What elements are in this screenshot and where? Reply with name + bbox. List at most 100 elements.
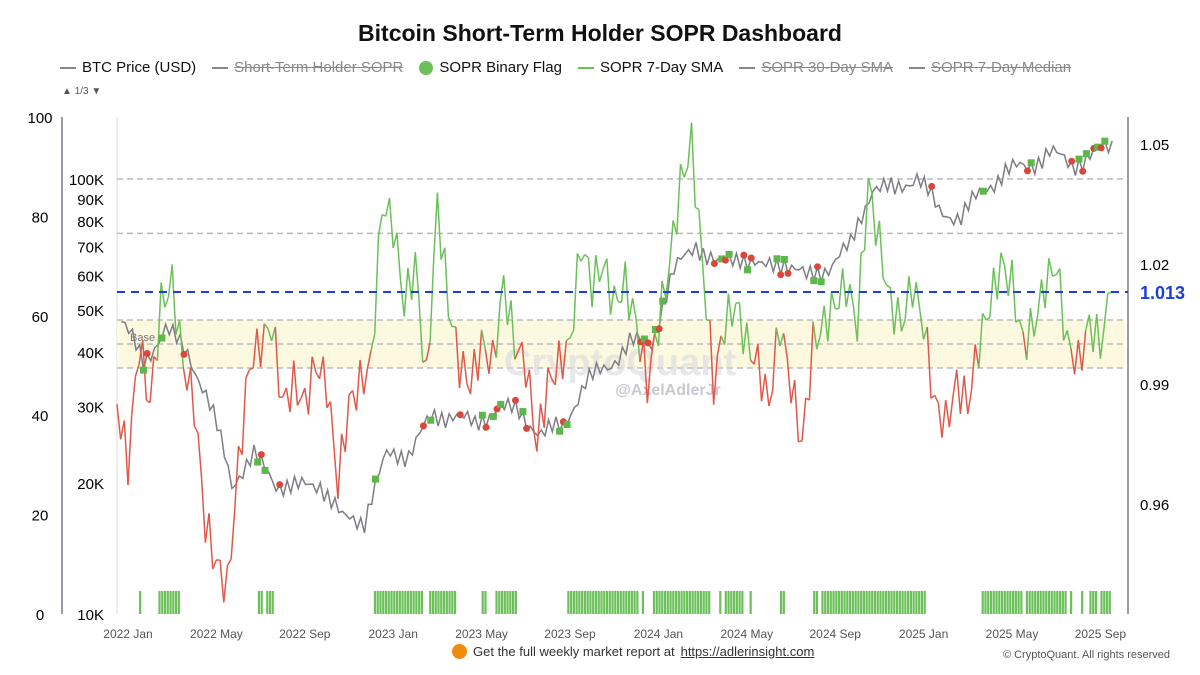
binary-flag-bar xyxy=(481,591,484,614)
binary-flag-bar xyxy=(837,591,841,614)
legend-item[interactable]: Short-Term Holder SOPR xyxy=(212,59,403,76)
binary-flag-bar xyxy=(1025,591,1029,614)
binary-flag-bar xyxy=(506,591,509,614)
sopr-7d-sma-segment xyxy=(1003,265,1010,297)
binary-flag-bar xyxy=(398,591,401,614)
price-axis-tick: 80K xyxy=(77,214,104,231)
binary-flag-bar xyxy=(719,591,722,614)
x-axis-tick: 2025 Jan xyxy=(899,627,948,641)
binary-flag-bar xyxy=(884,591,888,614)
flag-down-marker xyxy=(276,481,284,489)
legend-item[interactable]: SOPR 30-Day SMA xyxy=(739,59,893,76)
sopr-7d-sma-segment xyxy=(1007,259,1013,297)
sopr-7d-sma-segment xyxy=(819,305,825,335)
binary-flag-bar xyxy=(572,591,575,614)
binary-flag-bar xyxy=(669,591,672,614)
binary-flag-bar xyxy=(163,591,167,614)
sopr-7d-sma-segment xyxy=(127,415,133,486)
x-axis-tick: 2022 Jan xyxy=(103,627,152,641)
legend: BTC Price (USD) Short-Term Holder SOPR SOP… xyxy=(60,59,1071,76)
sopr-7d-sma-segment xyxy=(753,343,759,365)
sopr-7d-sma-segment xyxy=(160,282,166,308)
sopr-7d-sma-segment xyxy=(425,342,431,361)
binary-flag-bar xyxy=(1089,591,1092,614)
sopr-7d-sma-segment xyxy=(116,403,122,440)
binary-flag-bar xyxy=(1061,591,1064,614)
x-axis-tick: 2023 Sep xyxy=(544,627,596,641)
sopr-7d-sma-segment xyxy=(554,340,560,385)
sopr-7d-sma-segment xyxy=(1029,307,1035,337)
sopr-7d-sma-segment xyxy=(1018,319,1024,333)
binary-flag-bar xyxy=(1100,591,1103,614)
sopr-7d-sma-segment xyxy=(1103,293,1109,328)
sopr-7d-sma-segment xyxy=(256,328,262,368)
binary-flag-bar xyxy=(705,591,708,614)
binary-flag-bar xyxy=(268,591,272,614)
sopr-7d-sma-segment xyxy=(514,350,520,360)
binary-flag-bar xyxy=(266,591,269,614)
legend-pager[interactable]: ▲ 1/3 ▼ xyxy=(62,86,102,97)
flag-down-marker xyxy=(721,256,729,264)
legend-item[interactable]: SOPR 7-Day SMA xyxy=(577,59,723,76)
binary-flag-bar xyxy=(895,591,899,614)
sopr-7d-sma-segment xyxy=(849,284,855,308)
sopr-7d-sma-segment xyxy=(447,316,453,328)
sopr-7d-sma-segment xyxy=(771,327,778,392)
binary-flag-bar xyxy=(779,591,783,614)
sopr-7d-sma-segment xyxy=(263,323,269,330)
sopr-7d-sma-segment xyxy=(742,322,748,355)
sopr-7d-sma-segment xyxy=(241,378,247,455)
sopr-7d-sma-segment xyxy=(631,298,638,321)
sopr-7d-sma-segment xyxy=(219,560,225,603)
sopr-7d-sma-segment xyxy=(933,394,940,404)
sopr-7d-sma-segment xyxy=(130,376,137,416)
flag-up-marker xyxy=(489,413,497,421)
sopr-7d-sma-segment xyxy=(234,446,240,509)
binary-flag-bar xyxy=(1020,591,1023,614)
sopr-7d-sma-segment xyxy=(801,398,807,441)
legend-label: SOPR 7-Day Median xyxy=(931,59,1072,76)
binary-flag-bar xyxy=(918,591,921,614)
binary-flag-bar xyxy=(857,591,860,614)
legend-item[interactable]: BTC Price (USD) xyxy=(60,59,196,76)
binary-flag-bar xyxy=(429,591,432,614)
legend-line-icon xyxy=(60,66,76,69)
flag-down-marker xyxy=(523,424,531,432)
sopr-7d-sma-segment xyxy=(436,192,442,260)
legend-item[interactable]: SOPR Binary Flag xyxy=(419,59,562,76)
binary-flag-bar xyxy=(832,591,835,614)
price-axis-tick: 50K xyxy=(77,303,104,320)
binary-flag-bar xyxy=(172,591,175,614)
binary-flag-bar xyxy=(1092,591,1095,614)
sopr-7d-sma-segment xyxy=(252,328,258,369)
binary-flag-bar xyxy=(619,591,622,614)
binary-flag-bar xyxy=(1012,591,1015,614)
flag-up-marker xyxy=(519,408,527,416)
sopr-7d-sma-segment xyxy=(119,420,126,440)
sopr-7d-sma-segment xyxy=(293,360,299,406)
sopr-7d-sma-segment xyxy=(300,387,306,399)
binary-flag-bar xyxy=(1006,591,1009,614)
binary-flag-bar xyxy=(871,591,874,614)
x-axis-tick: 2022 May xyxy=(190,627,243,641)
sopr-7d-sma-segment xyxy=(189,367,196,427)
binary-flag-bar xyxy=(1000,591,1004,614)
sopr-7d-sma-segment xyxy=(488,340,494,374)
binary-flag-bar xyxy=(741,591,744,614)
sopr-7d-sma-segment xyxy=(915,281,921,311)
sopr-7d-sma-segment xyxy=(506,300,512,326)
binary-flag-bar xyxy=(1009,591,1012,614)
sopr-7d-sma-segment xyxy=(948,395,954,428)
sopr-7d-sma-segment xyxy=(274,326,280,398)
binary-flag-bar xyxy=(440,591,443,614)
sopr-7d-sma-segment xyxy=(970,344,976,391)
flag-up-marker xyxy=(254,458,262,466)
flag-axis-tick: 0 xyxy=(36,607,44,624)
flag-up-marker xyxy=(1075,155,1083,163)
footer-link[interactable]: https://adlerinsight.com xyxy=(680,644,815,659)
binary-flag-bar xyxy=(437,591,440,614)
legend-item[interactable]: SOPR 7-Day Median xyxy=(909,59,1071,76)
binary-flag-bar xyxy=(843,591,846,614)
binary-flag-bar xyxy=(920,591,924,614)
flag-up-marker xyxy=(1093,143,1101,151)
